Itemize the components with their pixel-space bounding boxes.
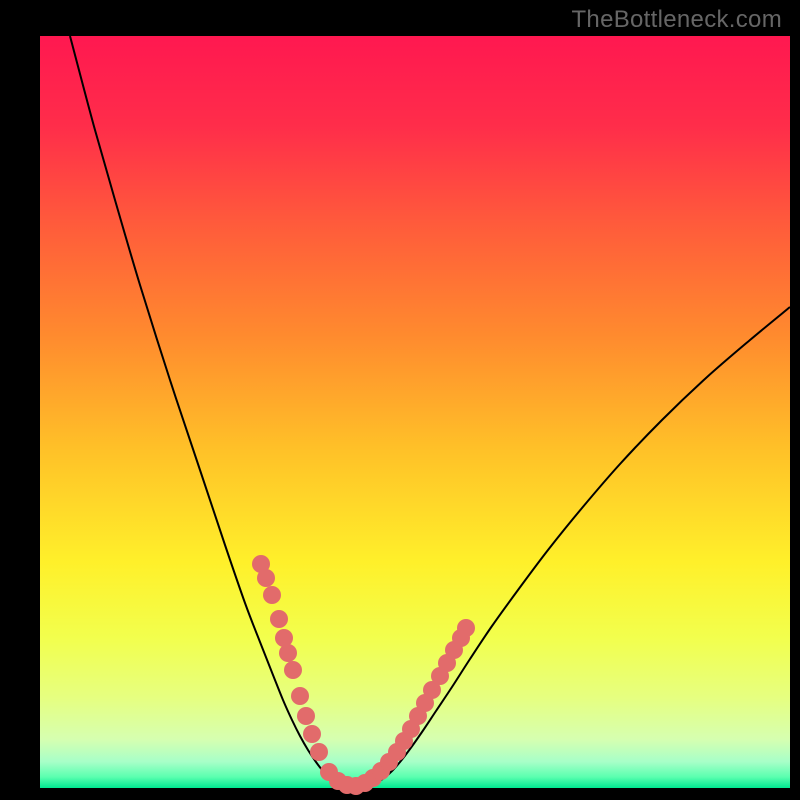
marker-dot <box>457 619 475 637</box>
marker-dot <box>279 644 297 662</box>
marker-dot <box>263 586 281 604</box>
marker-dot <box>257 569 275 587</box>
bottleneck-chart-svg <box>0 0 800 800</box>
marker-dot <box>284 661 302 679</box>
chart-canvas: TheBottleneck.com <box>0 0 800 800</box>
marker-dot <box>303 725 321 743</box>
marker-dot <box>291 687 309 705</box>
marker-dot <box>270 610 288 628</box>
marker-dot <box>297 707 315 725</box>
marker-dot <box>310 743 328 761</box>
plot-background <box>40 36 790 788</box>
watermark-text: TheBottleneck.com <box>571 6 782 34</box>
